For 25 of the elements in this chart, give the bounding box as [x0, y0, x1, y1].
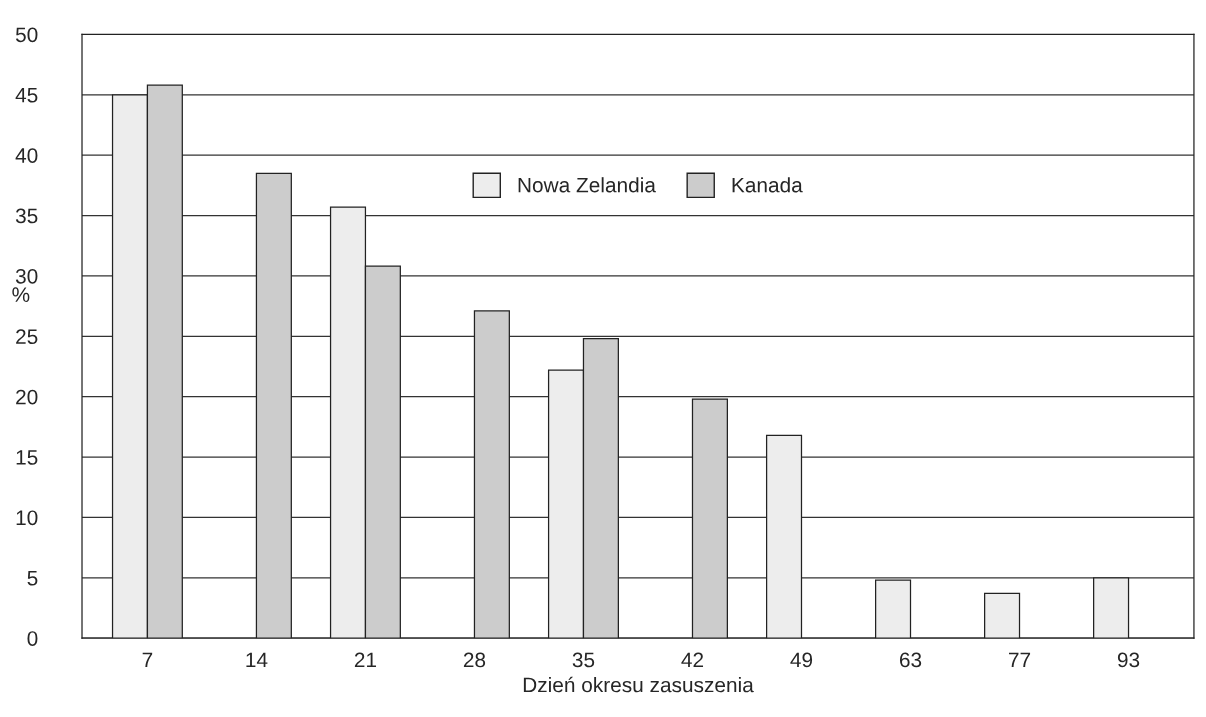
x-tick-label: 35: [572, 652, 595, 668]
x-tick-label: 63: [899, 652, 922, 668]
y-tick-label: 0: [27, 631, 38, 646]
y-tick-label: 5: [27, 570, 38, 586]
y-tick-label: 10: [16, 510, 38, 526]
legend-label: Kanada: [732, 177, 803, 193]
y-tick-label: 30: [15, 268, 38, 284]
x-tick-label: 77: [1009, 652, 1031, 668]
x-tick-label: 93: [1117, 652, 1140, 668]
y-tick-label: 15: [16, 450, 38, 465]
x-tick-label: 42: [681, 652, 704, 668]
y-tick-label: 50: [15, 27, 38, 43]
y-tick-label: 35: [15, 208, 38, 224]
y-axis-title: %: [12, 287, 30, 302]
legend-label: Nowa Zelandia: [518, 177, 656, 193]
y-tick-label: 40: [15, 148, 38, 163]
y-tick-label: 20: [16, 389, 38, 405]
x-tick-label: 28: [463, 652, 486, 668]
x-tick-label: 14: [246, 652, 268, 668]
x-axis-title: Dzień okresu zasuszenia: [523, 676, 754, 693]
x-tick-label: 7: [142, 652, 153, 668]
x-tick-label: 49: [790, 652, 813, 668]
y-tick-label: 25: [16, 329, 38, 345]
y-tick-label: 45: [15, 88, 38, 103]
x-tick-label: 21: [354, 652, 377, 668]
